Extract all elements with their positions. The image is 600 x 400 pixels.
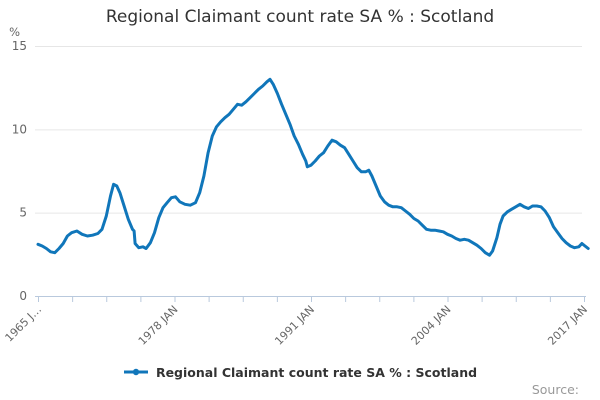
x-axis-tick-label: 2017 JAN <box>545 303 590 348</box>
y-axis-unit-label: % <box>9 25 20 39</box>
x-axis-tick-label: 2004 JAN <box>409 303 454 348</box>
x-axis-tick-label: 1978 JAN <box>136 303 181 348</box>
y-axis-tick-label: 15 <box>12 39 27 53</box>
y-axis-tick-label: 0 <box>19 289 27 303</box>
x-axis-tick-label: 1965 J… <box>3 303 45 345</box>
legend-item[interactable]: Regional Claimant count rate SA % : Scot… <box>0 362 600 382</box>
series-line <box>36 77 590 257</box>
y-axis-tick-label: 5 <box>19 206 27 220</box>
x-axis-tick-label: 1991 JAN <box>272 303 317 348</box>
legend-label: Regional Claimant count rate SA % : Scot… <box>155 364 478 380</box>
y-axis-tick-label: 10 <box>12 122 27 136</box>
chart-title: Regional Claimant count rate SA % : Scot… <box>105 7 495 27</box>
source-label: Source: <box>531 382 579 397</box>
legend-line-marker-icon <box>123 368 148 376</box>
